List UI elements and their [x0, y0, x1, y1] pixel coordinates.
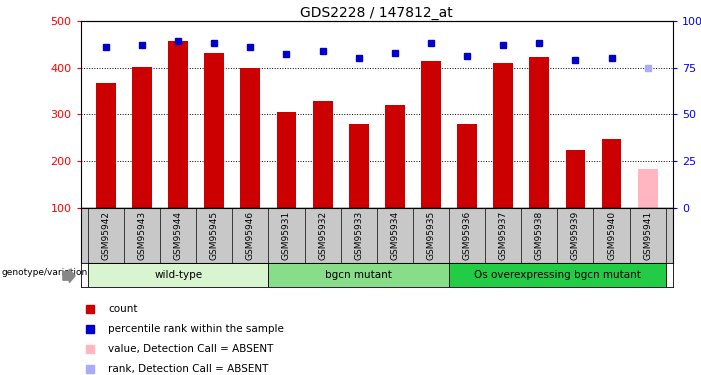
- Bar: [494, 63, 513, 208]
- Bar: [638, 169, 658, 208]
- Bar: [457, 124, 477, 208]
- Bar: [566, 150, 585, 208]
- Text: GSM95946: GSM95946: [246, 211, 255, 260]
- Text: GSM95935: GSM95935: [426, 211, 435, 260]
- Text: wild-type: wild-type: [154, 270, 202, 280]
- Bar: [132, 67, 152, 208]
- Text: GSM95942: GSM95942: [102, 211, 110, 260]
- Bar: [168, 41, 188, 208]
- Text: GSM95941: GSM95941: [644, 211, 652, 260]
- Text: GSM95934: GSM95934: [390, 211, 400, 260]
- Bar: [601, 139, 622, 208]
- Text: GSM95943: GSM95943: [137, 211, 147, 260]
- Bar: [240, 68, 260, 208]
- Text: value, Detection Call = ABSENT: value, Detection Call = ABSENT: [108, 344, 273, 354]
- Text: GSM95937: GSM95937: [498, 211, 508, 260]
- Text: genotype/variation: genotype/variation: [1, 268, 88, 277]
- Text: bgcn mutant: bgcn mutant: [325, 270, 392, 280]
- Bar: [96, 82, 116, 208]
- Text: GSM95940: GSM95940: [607, 211, 616, 260]
- Title: GDS2228 / 147812_at: GDS2228 / 147812_at: [301, 6, 453, 20]
- Bar: [277, 112, 297, 208]
- Text: Os overexpressing bgcn mutant: Os overexpressing bgcn mutant: [474, 270, 641, 280]
- Bar: [385, 105, 404, 208]
- Text: rank, Detection Call = ABSENT: rank, Detection Call = ABSENT: [108, 363, 268, 374]
- Text: GSM95944: GSM95944: [174, 211, 183, 260]
- Bar: [268, 262, 449, 287]
- Text: GSM95932: GSM95932: [318, 211, 327, 260]
- Bar: [421, 62, 441, 208]
- Bar: [88, 262, 268, 287]
- Bar: [529, 57, 550, 208]
- Text: GSM95933: GSM95933: [354, 211, 363, 260]
- Bar: [313, 101, 332, 208]
- Bar: [349, 124, 369, 208]
- Text: GSM95939: GSM95939: [571, 211, 580, 260]
- Bar: [204, 54, 224, 208]
- Text: GSM95931: GSM95931: [282, 211, 291, 260]
- Text: percentile rank within the sample: percentile rank within the sample: [108, 324, 284, 334]
- Text: GSM95938: GSM95938: [535, 211, 544, 260]
- Text: GSM95945: GSM95945: [210, 211, 219, 260]
- Bar: [449, 262, 666, 287]
- Text: count: count: [108, 304, 137, 314]
- FancyArrow shape: [63, 269, 75, 283]
- Text: GSM95936: GSM95936: [463, 211, 472, 260]
